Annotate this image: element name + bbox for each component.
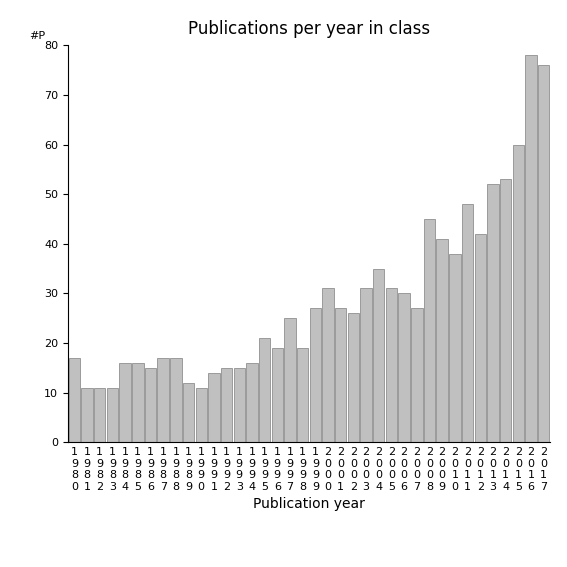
Bar — [81, 388, 93, 442]
Bar — [120, 363, 131, 442]
Bar — [361, 289, 372, 442]
Bar — [449, 254, 460, 442]
Bar — [411, 308, 422, 442]
Bar — [234, 368, 245, 442]
Bar — [246, 363, 257, 442]
Bar — [424, 219, 435, 442]
Bar — [475, 234, 486, 442]
Bar — [538, 65, 549, 442]
Bar — [322, 289, 334, 442]
Bar — [183, 383, 194, 442]
Bar — [500, 179, 511, 442]
Bar — [69, 358, 80, 442]
Bar — [145, 368, 156, 442]
Bar — [310, 308, 321, 442]
Bar — [487, 184, 498, 442]
Bar — [107, 388, 118, 442]
Bar — [513, 145, 524, 442]
Bar — [158, 358, 169, 442]
Bar — [462, 204, 473, 442]
Bar — [208, 373, 219, 442]
Bar — [348, 313, 359, 442]
Bar — [386, 289, 397, 442]
Bar — [132, 363, 143, 442]
Bar — [335, 308, 346, 442]
Bar — [94, 388, 105, 442]
Title: Publications per year in class: Publications per year in class — [188, 20, 430, 38]
Bar — [399, 294, 410, 442]
Bar — [284, 318, 296, 442]
Bar — [170, 358, 181, 442]
Bar — [525, 56, 537, 442]
Bar — [196, 388, 207, 442]
Bar — [272, 348, 283, 442]
X-axis label: Publication year: Publication year — [253, 497, 365, 511]
Bar — [373, 269, 384, 442]
Bar — [221, 368, 232, 442]
Bar — [437, 239, 448, 442]
Text: #P: #P — [29, 31, 45, 41]
Bar — [297, 348, 308, 442]
Bar — [259, 338, 270, 442]
